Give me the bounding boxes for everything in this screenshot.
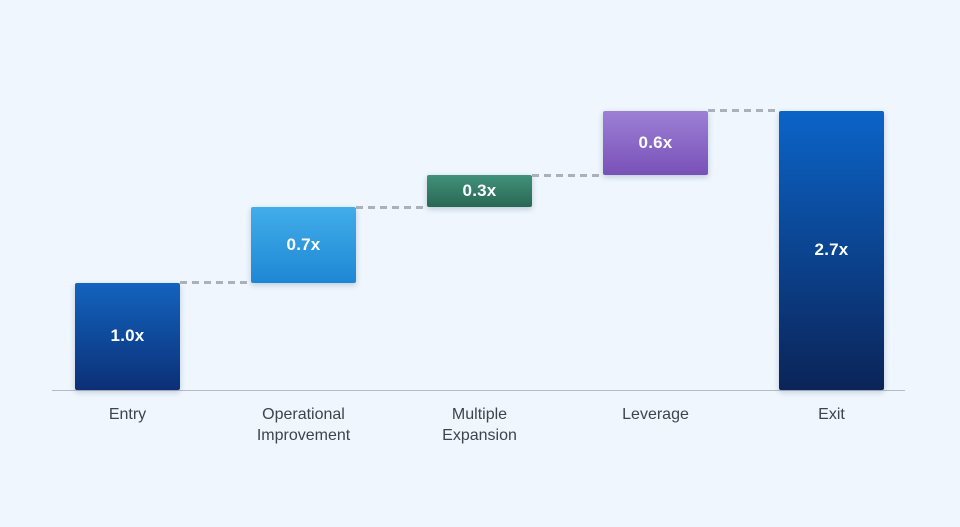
- category-label-leverage: Leverage: [622, 406, 689, 423]
- bar-exit: 2.7x: [779, 110, 884, 390]
- dashed-connector: [356, 205, 427, 209]
- dashed-connector: [532, 173, 603, 177]
- category-label-exit: Exit: [818, 406, 845, 423]
- dashed-connector: [708, 109, 779, 112]
- bar-leverage: 0.6x: [603, 110, 708, 175]
- bar-multiple: 0.3x: [427, 175, 532, 208]
- bar-entry: 1.0x: [75, 282, 180, 390]
- bar-value-label: 0.6x: [638, 132, 673, 152]
- bar-value-label: 0.7x: [286, 234, 321, 254]
- category-label-operational: Operational Improvement: [256, 406, 351, 444]
- bar-value-label: 0.3x: [462, 181, 497, 201]
- dashed-connector: [180, 281, 251, 284]
- category-label-multiple: Multiple Expansion: [442, 406, 517, 444]
- bar-operational: 0.7x: [251, 207, 356, 283]
- bar-value-label: 2.7x: [814, 240, 849, 260]
- x-axis-line: [52, 390, 905, 391]
- bar-value-label: 1.0x: [110, 326, 145, 346]
- category-label-entry: Entry: [108, 406, 147, 423]
